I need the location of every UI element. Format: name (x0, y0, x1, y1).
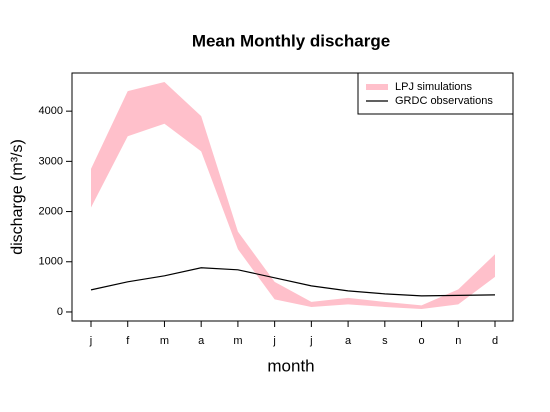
x-tick-label: f (126, 335, 130, 347)
simulation-band (91, 82, 495, 309)
legend-label: LPJ simulations (395, 81, 473, 93)
y-tick-label: 1000 (39, 256, 63, 268)
y-tick-label: 2000 (39, 205, 63, 217)
observation-line (90, 267, 496, 297)
x-tick-label: s (382, 335, 388, 347)
x-tick-label: a (198, 335, 205, 347)
y-axis-label: discharge (m³/s) (9, 139, 26, 255)
legend-label: GRDC observations (395, 95, 493, 107)
x-tick-label: a (345, 335, 352, 347)
plot-area (90, 82, 496, 309)
x-tick-label: o (418, 335, 424, 347)
x-tick-label: m (233, 335, 242, 347)
x-tick-label: j (89, 335, 92, 347)
x-tick-label: j (272, 335, 275, 347)
legend-box (357, 72, 514, 115)
y-tick-label: 0 (57, 306, 63, 318)
y-tick-label: 4000 (39, 105, 63, 117)
chart-title: Mean Monthly discharge (192, 31, 390, 50)
y-tick-label: 3000 (39, 155, 63, 167)
x-tick-label: d (492, 335, 498, 347)
x-tick-label: m (160, 335, 169, 347)
x-tick-label: n (455, 335, 461, 347)
x-tick-label: j (309, 335, 312, 347)
plot-frame (71, 72, 514, 322)
x-axis-label: month (267, 356, 314, 375)
